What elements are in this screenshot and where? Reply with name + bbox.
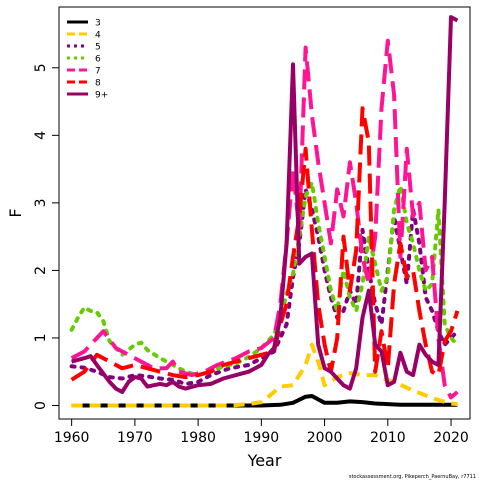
y-tick-label: 1	[33, 333, 49, 342]
y-tick-label: 5	[33, 63, 49, 72]
x-axis-label: Year	[247, 451, 282, 470]
x-tick-label: 1990	[244, 430, 280, 446]
x-tick-label: 2000	[307, 430, 343, 446]
series-line-3	[71, 394, 458, 408]
footnote: stockassessment.org, Pikeperch_PaernuBay…	[349, 474, 476, 480]
x-tick-label: 2020	[433, 430, 469, 446]
x-axis: 1960 1970 1980 1990 2000 2010 2020	[54, 418, 469, 446]
legend-label: 3	[95, 19, 101, 29]
series-line-9plus	[71, 15, 459, 394]
legend: 3 4 5 6 7 8 9+	[67, 19, 108, 101]
legend-label: 4	[95, 31, 101, 41]
y-axis: 0 1 2 3 4 5	[33, 63, 60, 410]
x-tick-label: 1980	[180, 430, 216, 446]
y-tick-label: 3	[33, 198, 49, 207]
series-line-8	[70, 106, 460, 382]
series-line-6	[69, 180, 460, 378]
legend-label: 7	[95, 67, 101, 77]
x-tick-label: 1970	[117, 430, 153, 446]
x-tick-label: 2010	[370, 430, 406, 446]
legend-label: 8	[95, 79, 101, 89]
x-tick-label: 1960	[54, 430, 90, 446]
series-lines	[69, 15, 460, 408]
legend-label: 9+	[95, 91, 108, 101]
series-line-5	[69, 187, 460, 386]
y-tick-label: 4	[33, 131, 49, 140]
y-tick-label: 0	[33, 401, 49, 410]
legend-label: 5	[95, 43, 101, 53]
series-line-7	[70, 38, 459, 400]
y-axis-label: F	[6, 208, 25, 217]
y-tick-label: 2	[33, 266, 49, 275]
legend-label: 6	[95, 55, 101, 65]
